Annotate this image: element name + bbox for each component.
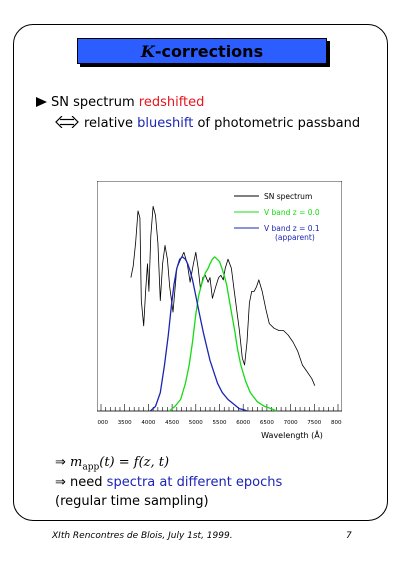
result-line-2: ⇒ need spectra at different epochs [55, 475, 282, 490]
x-ticks: 3000 3500 4000 4500 5000 5500 6000 6500 7000 7500… [97, 404, 342, 426]
result2-highlight: spectra at different epochs [106, 475, 283, 490]
x-tick-label: 5500 [213, 420, 227, 426]
title-box: K-corrections [77, 38, 327, 64]
chart-legend: SN spectrum V band z = 0.0 V band z = 0.1(… [234, 192, 320, 242]
x-tick-label: 4000 [141, 420, 155, 426]
result1-rhs: = f(z, t) [114, 455, 170, 470]
x-axis-label: Wavelength (Å) [261, 429, 323, 440]
double-arrow-icon [55, 115, 79, 129]
series-line-1 [168, 256, 277, 412]
x-tick-label: 7000 [284, 420, 298, 426]
implies-arrow-icon: ⇒ [55, 475, 66, 490]
line2-text: relative [84, 116, 138, 131]
page-number: 7 [346, 531, 352, 541]
legend-label: V band z = 0.1 [264, 224, 320, 233]
x-tick-label: 5000 [189, 420, 203, 426]
m-app-args: (t) [99, 455, 115, 470]
title-rest: -corrections [154, 41, 264, 61]
m-app-symbol: mapp(t) [70, 455, 115, 473]
x-tick-label: 6500 [260, 420, 274, 426]
x-tick-label: 6000 [236, 420, 250, 426]
x-tick-label: 3000 [97, 420, 108, 426]
result-line-3: (regular time sampling) [55, 494, 209, 509]
legend-label: SN spectrum [264, 192, 312, 201]
m-app-subscript: app [82, 462, 100, 473]
slide-frame [13, 24, 388, 521]
x-tick-label: 4500 [165, 420, 179, 426]
chart-series [130, 205, 316, 412]
implies-arrow-icon: ⇒ [55, 455, 66, 470]
legend-label: (apparent) [275, 233, 315, 242]
title-symbol: K [140, 41, 155, 61]
line2-highlight: blueshift [137, 116, 194, 131]
line1-highlight: redshifted [138, 95, 205, 110]
line1-text: SN spectrum [51, 95, 139, 110]
spectrum-chart: 3000 3500 4000 4500 5000 5500 6000 6500 7000 7500… [97, 181, 342, 440]
result2-text: need [70, 475, 107, 490]
x-tick-label: 8000 [331, 420, 342, 426]
slide-title: K-corrections [141, 42, 263, 61]
bullet-line-1: SN spectrum redshifted [36, 95, 204, 110]
x-tick-label: 7500 [307, 420, 321, 426]
line2-post: of photometric passband [193, 116, 361, 131]
bullet-line-2: relative blueshift of photometric passba… [55, 115, 361, 131]
series-line-2 [149, 256, 248, 412]
series-line-0 [130, 205, 316, 386]
footer-venue: XIth Rencontres de Blois, July 1st, 1999… [52, 531, 233, 541]
triangle-bullet-icon [36, 97, 47, 107]
x-tick-label: 3500 [118, 420, 132, 426]
legend-label: V band z = 0.0 [264, 208, 320, 217]
result-line-1: ⇒ mapp(t) = f(z, t) [55, 455, 169, 473]
